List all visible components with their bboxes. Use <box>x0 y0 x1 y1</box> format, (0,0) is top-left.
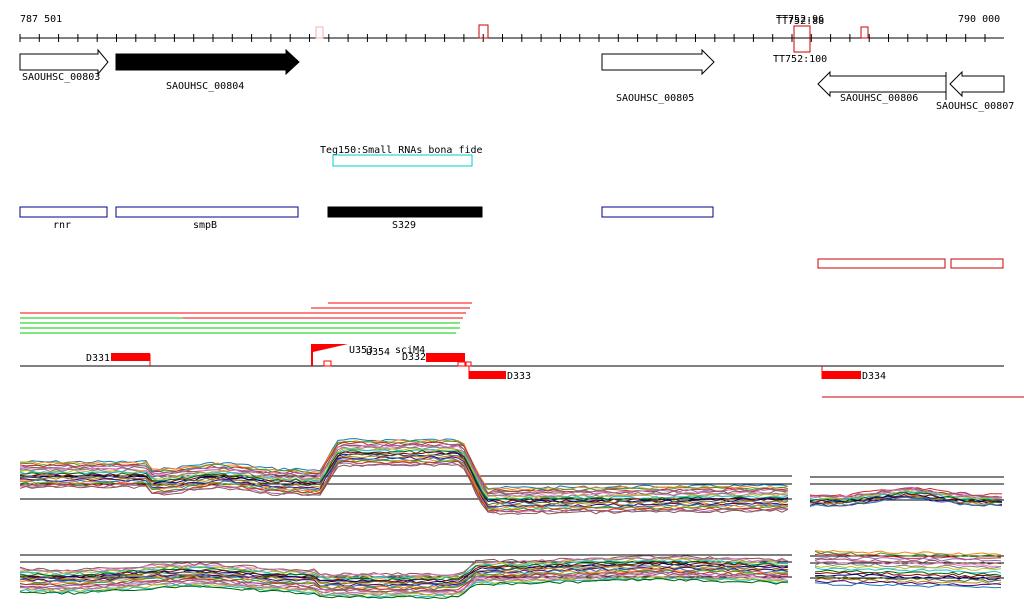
tss-label: TT752:96 <box>776 14 824 25</box>
feature-box[interactable] <box>426 353 465 362</box>
gene-arrow[interactable] <box>601 48 715 76</box>
coordinate-ruler: 787 501 790 000 TT752:96 TT752:88 TT752:… <box>19 14 1004 65</box>
gene-arrow[interactable] <box>19 48 109 76</box>
gene-label: SAOUHSC_00803 <box>22 72 100 83</box>
gene-arrow[interactable] <box>817 70 947 98</box>
tss-marker[interactable] <box>478 24 489 39</box>
transcript-box[interactable] <box>950 258 1004 269</box>
annotation-track: rnr smpB S329 <box>19 206 714 231</box>
ruler-ticks <box>19 34 986 42</box>
gene-label: SAOUHSC_00807 <box>936 101 1014 112</box>
ruler-start-label: 787 501 <box>20 14 62 25</box>
annotation-box[interactable] <box>115 206 299 218</box>
srna-feature[interactable] <box>332 154 473 167</box>
genes-track: SAOUHSC_00803 SAOUHSC_00804 SAOUHSC_0080… <box>19 48 1014 112</box>
reads-track <box>20 302 472 334</box>
feature-box[interactable] <box>822 371 861 379</box>
feature-label: D332 <box>402 352 426 363</box>
feature-track: D331 U353 U354 sciM4 D332 D333 D334 <box>20 344 1024 398</box>
tss-marker[interactable] <box>860 26 869 39</box>
srna-label: Teg150:Small RNAs bona fide <box>320 145 483 156</box>
feature-label: D334 <box>862 371 886 382</box>
gene-label: SAOUHSC_00806 <box>840 93 918 104</box>
feature-box[interactable] <box>469 371 506 379</box>
ruler-end-label: 790 000 <box>958 14 1000 25</box>
annotation-label: rnr <box>53 220 71 231</box>
annotation-box[interactable] <box>327 206 483 218</box>
feature-label: U353 <box>349 345 373 356</box>
feature-peak[interactable] <box>311 344 348 366</box>
tss-marker[interactable] <box>793 25 811 53</box>
feature-label: D331 <box>86 353 110 364</box>
annotation-label: S329 <box>392 220 416 231</box>
annotation-box[interactable] <box>19 206 108 218</box>
gene-arrow[interactable] <box>115 48 300 76</box>
gene-arrow[interactable] <box>949 70 1005 98</box>
feature-box[interactable] <box>111 353 150 361</box>
tss-marker[interactable] <box>315 26 324 39</box>
tss-label: TT752:88 <box>776 16 824 27</box>
feature-label: U354 <box>366 347 390 358</box>
annotation-box[interactable] <box>601 206 714 218</box>
gene-label: SAOUHSC_00805 <box>616 93 694 104</box>
expression-profiles <box>19 430 1004 611</box>
srna-track: Teg150:Small RNAs bona fide <box>320 145 483 167</box>
annotation-label: smpB <box>193 220 217 231</box>
feature-label: sciM4 <box>395 345 425 356</box>
transcript-box[interactable] <box>817 258 946 269</box>
feature-label: D333 <box>507 371 531 382</box>
tss-label: TT752:100 <box>773 54 827 65</box>
gene-label: SAOUHSC_00804 <box>166 81 244 92</box>
transcript-track <box>817 258 1004 269</box>
